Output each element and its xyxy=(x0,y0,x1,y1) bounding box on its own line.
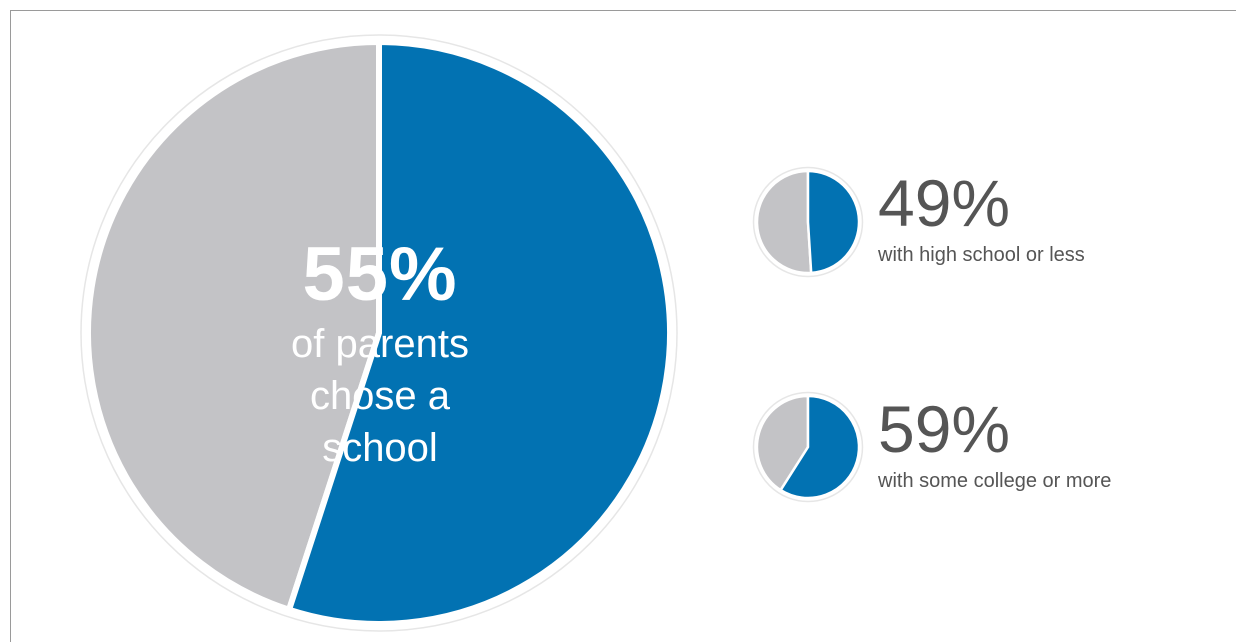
high-school-stat: 49% with high school or less xyxy=(878,166,1085,270)
main-pie-percent: 55% xyxy=(302,232,458,317)
main-pie-slice-highlight xyxy=(285,38,673,627)
main-pie-caption-line-1: of parents xyxy=(291,322,469,366)
high-school-percent: 49% xyxy=(878,166,1011,240)
main-pie xyxy=(80,34,678,632)
some-college-stat: 59% with some college or more xyxy=(878,392,1111,496)
some-college-pie-slice-highlight xyxy=(778,394,861,500)
some-college-caption: with some college or more xyxy=(878,470,1112,492)
small-pie-high-school xyxy=(752,166,864,278)
main-pie-caption-line-3: school xyxy=(322,426,438,470)
high-school-pie-slice-rest xyxy=(755,169,813,275)
high-school-pie-slice-highlight xyxy=(806,169,861,275)
small-pie-some-college xyxy=(752,391,864,503)
some-college-percent: 59% xyxy=(878,392,1011,466)
main-pie-label: 55% of parents chose a school xyxy=(260,232,500,474)
main-pie-caption-line-2: chose a xyxy=(309,374,451,418)
high-school-caption: with high school or less xyxy=(878,244,1085,266)
main-pie-slice-rest xyxy=(85,38,382,614)
